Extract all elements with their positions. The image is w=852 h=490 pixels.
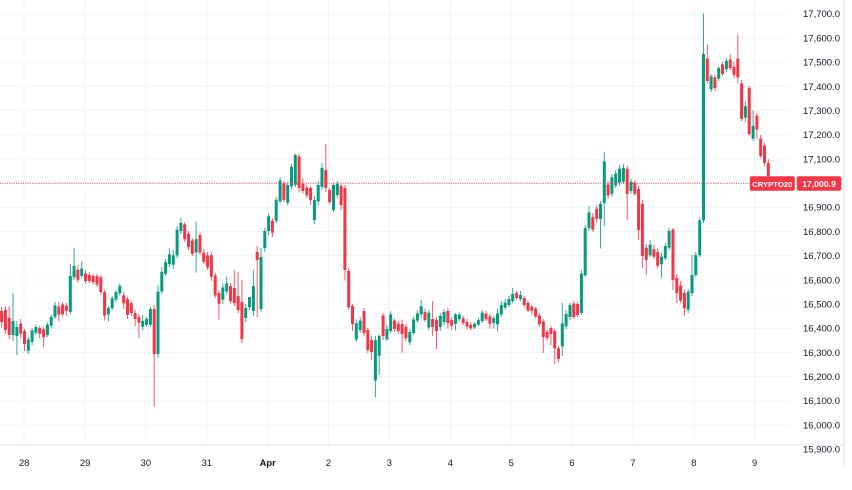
svg-text:17,100.0: 17,100.0 <box>803 154 840 165</box>
svg-text:17,400.0: 17,400.0 <box>803 82 840 93</box>
svg-text:9: 9 <box>752 457 757 468</box>
svg-text:2: 2 <box>326 457 331 468</box>
svg-text:16,800.0: 16,800.0 <box>803 227 840 238</box>
svg-text:16,600.0: 16,600.0 <box>803 275 840 286</box>
svg-text:29: 29 <box>80 457 90 468</box>
svg-text:8: 8 <box>691 457 696 468</box>
svg-text:31: 31 <box>202 457 212 468</box>
svg-text:17,200.0: 17,200.0 <box>803 130 840 141</box>
svg-text:15,900.0: 15,900.0 <box>803 445 840 456</box>
svg-text:Apr: Apr <box>260 457 276 468</box>
svg-text:CRYPTO20: CRYPTO20 <box>752 180 792 189</box>
svg-text:4: 4 <box>448 457 453 468</box>
svg-text:16,000.0: 16,000.0 <box>803 420 840 431</box>
svg-text:3: 3 <box>387 457 392 468</box>
svg-text:17,000.9: 17,000.9 <box>802 179 836 189</box>
svg-text:17,700.0: 17,700.0 <box>803 9 840 20</box>
svg-text:30: 30 <box>141 457 151 468</box>
svg-text:16,100.0: 16,100.0 <box>803 396 840 407</box>
svg-text:17,500.0: 17,500.0 <box>803 58 840 69</box>
svg-text:17,300.0: 17,300.0 <box>803 106 840 117</box>
svg-text:6: 6 <box>569 457 574 468</box>
svg-text:17,600.0: 17,600.0 <box>803 33 840 44</box>
svg-text:5: 5 <box>509 457 514 468</box>
svg-text:16,300.0: 16,300.0 <box>803 348 840 359</box>
svg-text:28: 28 <box>19 457 29 468</box>
svg-text:16,700.0: 16,700.0 <box>803 251 840 262</box>
svg-text:16,900.0: 16,900.0 <box>803 203 840 214</box>
svg-text:16,500.0: 16,500.0 <box>803 300 840 311</box>
svg-text:16,400.0: 16,400.0 <box>803 324 840 335</box>
svg-text:7: 7 <box>630 457 635 468</box>
svg-text:16,200.0: 16,200.0 <box>803 372 840 383</box>
